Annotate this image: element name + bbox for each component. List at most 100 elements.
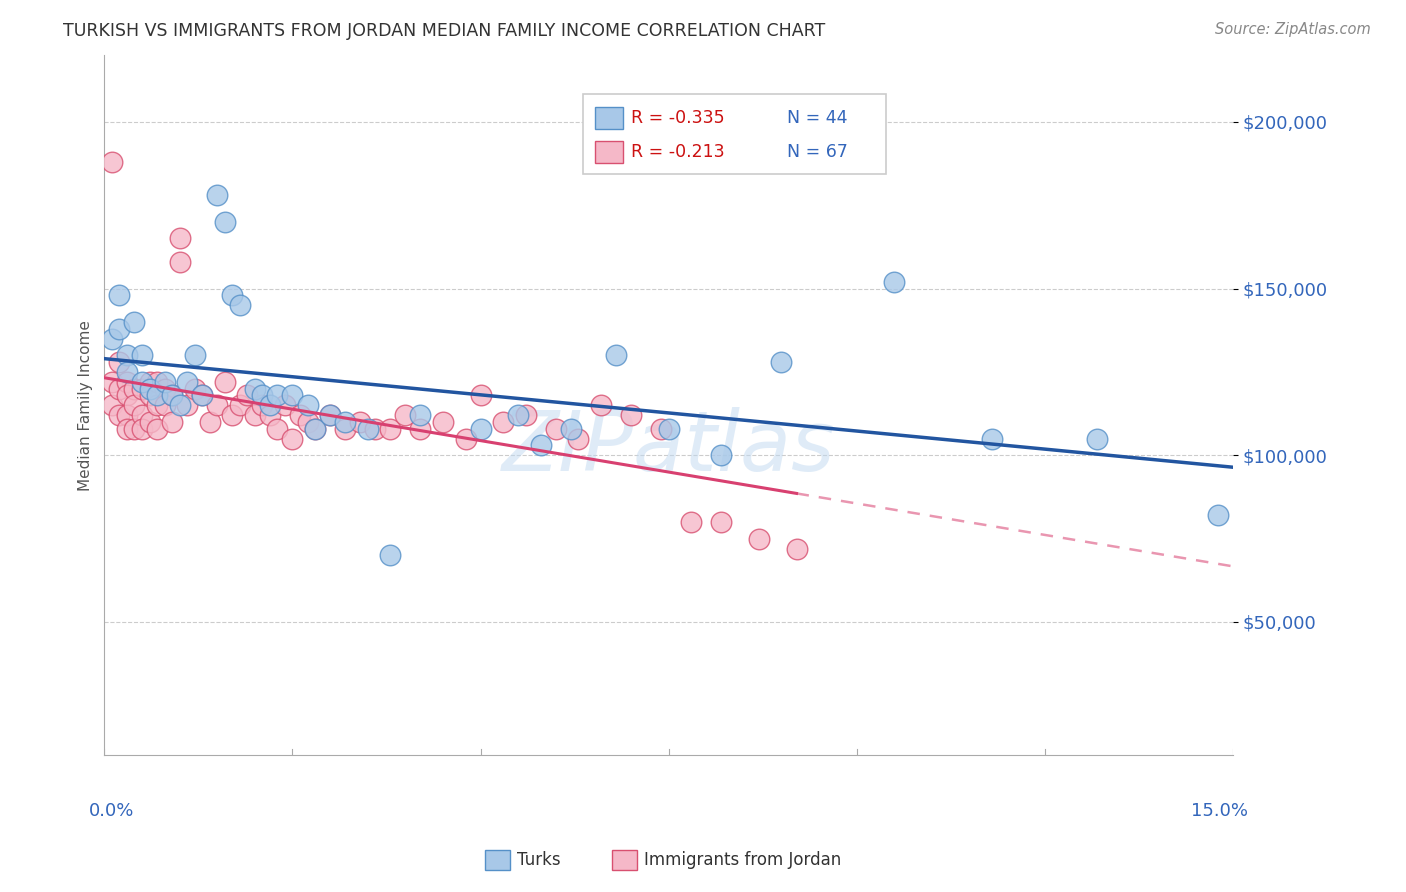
Text: 0.0%: 0.0% — [90, 802, 135, 820]
Point — [214, 375, 236, 389]
Point — [394, 408, 416, 422]
Text: N = 67: N = 67 — [787, 143, 848, 161]
Point — [620, 408, 643, 422]
Point — [304, 421, 326, 435]
Point — [176, 398, 198, 412]
Point — [357, 421, 380, 435]
Point — [266, 388, 288, 402]
Point — [138, 382, 160, 396]
Point — [319, 408, 342, 422]
Point — [108, 355, 131, 369]
Point — [259, 398, 281, 412]
Y-axis label: Median Family Income: Median Family Income — [79, 319, 93, 491]
Point — [710, 515, 733, 529]
Point — [115, 375, 138, 389]
Point — [748, 532, 770, 546]
Point — [409, 421, 432, 435]
Point — [229, 398, 252, 412]
Point — [605, 348, 627, 362]
Point — [108, 288, 131, 302]
Point — [183, 348, 205, 362]
Point — [101, 331, 124, 345]
Point — [560, 421, 582, 435]
Point — [274, 398, 297, 412]
Point — [492, 415, 515, 429]
Point — [124, 315, 146, 329]
Point — [169, 255, 191, 269]
Text: TURKISH VS IMMIGRANTS FROM JORDAN MEDIAN FAMILY INCOME CORRELATION CHART: TURKISH VS IMMIGRANTS FROM JORDAN MEDIAN… — [63, 22, 825, 40]
Point — [138, 388, 160, 402]
Text: R = -0.335: R = -0.335 — [631, 109, 725, 127]
Point — [236, 388, 259, 402]
Point — [160, 388, 183, 402]
Point — [229, 298, 252, 312]
Point — [183, 382, 205, 396]
Point — [470, 388, 492, 402]
Point — [786, 541, 808, 556]
Point — [266, 421, 288, 435]
Text: R = -0.213: R = -0.213 — [631, 143, 725, 161]
Point — [432, 415, 454, 429]
Point — [1087, 432, 1109, 446]
Point — [214, 215, 236, 229]
Point — [221, 288, 243, 302]
Point — [207, 188, 229, 202]
Point — [124, 398, 146, 412]
Point — [146, 421, 169, 435]
Point — [108, 321, 131, 335]
Point — [115, 365, 138, 379]
Point — [169, 231, 191, 245]
Point — [319, 408, 342, 422]
Point — [153, 375, 176, 389]
Point — [176, 375, 198, 389]
Point — [567, 432, 589, 446]
Point — [770, 355, 793, 369]
Point — [1206, 508, 1229, 523]
Point — [101, 154, 124, 169]
Point — [124, 382, 146, 396]
Point — [101, 398, 124, 412]
Point — [259, 408, 281, 422]
Point — [297, 415, 319, 429]
Point — [115, 421, 138, 435]
Point — [380, 548, 402, 562]
Point — [288, 408, 311, 422]
Point — [281, 432, 304, 446]
Point — [508, 408, 530, 422]
Point — [153, 382, 176, 396]
Text: Immigrants from Jordan: Immigrants from Jordan — [644, 851, 841, 869]
Point — [658, 421, 681, 435]
Point — [169, 398, 191, 412]
Point — [131, 348, 153, 362]
Point — [883, 275, 905, 289]
Point — [364, 421, 387, 435]
Text: Source: ZipAtlas.com: Source: ZipAtlas.com — [1215, 22, 1371, 37]
Point — [349, 415, 371, 429]
Point — [191, 388, 214, 402]
Point — [409, 408, 432, 422]
Point — [380, 421, 402, 435]
Point — [681, 515, 703, 529]
Point — [710, 448, 733, 462]
Point — [221, 408, 243, 422]
Point — [530, 438, 553, 452]
Point — [198, 415, 221, 429]
Point — [131, 375, 153, 389]
Point — [138, 415, 160, 429]
Point — [146, 398, 169, 412]
Point — [304, 421, 326, 435]
Point — [115, 348, 138, 362]
Point — [115, 388, 138, 402]
Point — [138, 375, 160, 389]
Point — [108, 382, 131, 396]
Point — [981, 432, 1004, 446]
Point — [515, 408, 537, 422]
Point — [333, 415, 356, 429]
Point — [243, 382, 266, 396]
Point — [146, 388, 169, 402]
Point — [108, 408, 131, 422]
Text: ZIPatlas: ZIPatlas — [502, 407, 835, 488]
Point — [470, 421, 492, 435]
Point — [131, 382, 153, 396]
Point — [650, 421, 672, 435]
